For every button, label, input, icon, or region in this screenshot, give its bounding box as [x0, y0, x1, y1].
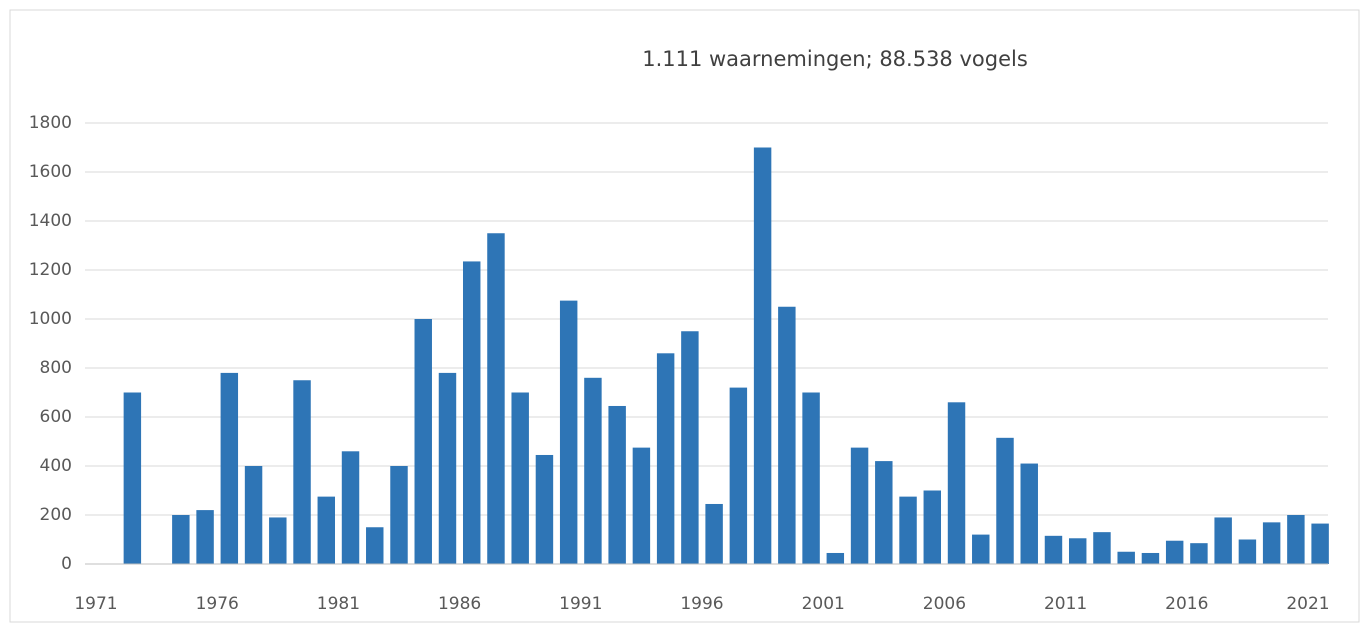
- bar: [850, 447, 869, 564]
- y-tick-label: 1600: [29, 162, 72, 182]
- bar: [317, 496, 336, 564]
- bar: [753, 147, 772, 564]
- chart-title: 1.111 waarnemingen; 88.538 vogels: [642, 47, 1028, 71]
- x-tick-label: 2001: [802, 594, 845, 614]
- y-tick-label: 1400: [29, 211, 72, 231]
- bar: [632, 447, 651, 564]
- y-tick-label: 400: [40, 456, 72, 476]
- y-tick-label: 1000: [29, 309, 72, 329]
- bar: [972, 534, 990, 564]
- bar: [293, 380, 311, 564]
- bar: [996, 437, 1014, 564]
- bar: [1214, 517, 1232, 564]
- bar: [1238, 539, 1257, 564]
- bar: [390, 466, 408, 564]
- y-tick-label: 1200: [29, 260, 72, 280]
- bar: [947, 402, 966, 564]
- bar: [1311, 523, 1329, 564]
- bar: [826, 552, 845, 564]
- bar: [196, 510, 214, 564]
- bar: [608, 405, 626, 564]
- bar: [1093, 532, 1111, 564]
- bar: [1287, 515, 1305, 564]
- bar: [414, 319, 432, 564]
- bar: [559, 300, 578, 564]
- bar: [535, 454, 554, 564]
- bar: [487, 233, 505, 564]
- y-tick-label: 800: [40, 358, 72, 378]
- bar: [1044, 535, 1063, 564]
- bar: [778, 306, 796, 564]
- x-tick-label: 2021: [1286, 594, 1329, 614]
- bar: [511, 392, 529, 564]
- bar: [1262, 522, 1281, 564]
- bar: [875, 461, 893, 564]
- y-tick-label: 0: [61, 554, 72, 574]
- bar: [366, 527, 384, 564]
- bar: [244, 466, 263, 564]
- bar: [172, 515, 190, 564]
- bar: [1068, 538, 1087, 564]
- x-tick-label: 1971: [74, 594, 117, 614]
- bar: [1190, 543, 1208, 564]
- bar: [269, 517, 287, 564]
- y-tick-label: 200: [40, 505, 72, 525]
- bar: [1117, 551, 1135, 564]
- bar: [729, 387, 748, 564]
- x-tick-label: 1996: [680, 594, 723, 614]
- x-tick-label: 2006: [923, 594, 966, 614]
- bar: [705, 503, 723, 564]
- y-tick-label: 600: [40, 407, 72, 427]
- bar: [923, 490, 942, 564]
- x-tick-label: 1976: [196, 594, 239, 614]
- x-tick-label: 1981: [317, 594, 360, 614]
- bar: [899, 496, 917, 564]
- bar: [656, 353, 675, 564]
- bar: [341, 451, 360, 564]
- bar: [802, 392, 820, 564]
- y-tick-label: 1800: [29, 113, 72, 133]
- x-tick-label: 1991: [559, 594, 602, 614]
- bar: [584, 377, 602, 564]
- x-tick-label: 2011: [1044, 594, 1087, 614]
- bar: [123, 392, 142, 564]
- bar: [1165, 540, 1184, 564]
- bar: [438, 372, 457, 564]
- bar: [220, 372, 239, 564]
- bar: [462, 261, 481, 564]
- x-tick-label: 1986: [438, 594, 481, 614]
- x-tick-label: 2016: [1165, 594, 1208, 614]
- bar: [1141, 552, 1160, 564]
- bar: [1020, 463, 1038, 564]
- bar: [681, 331, 699, 564]
